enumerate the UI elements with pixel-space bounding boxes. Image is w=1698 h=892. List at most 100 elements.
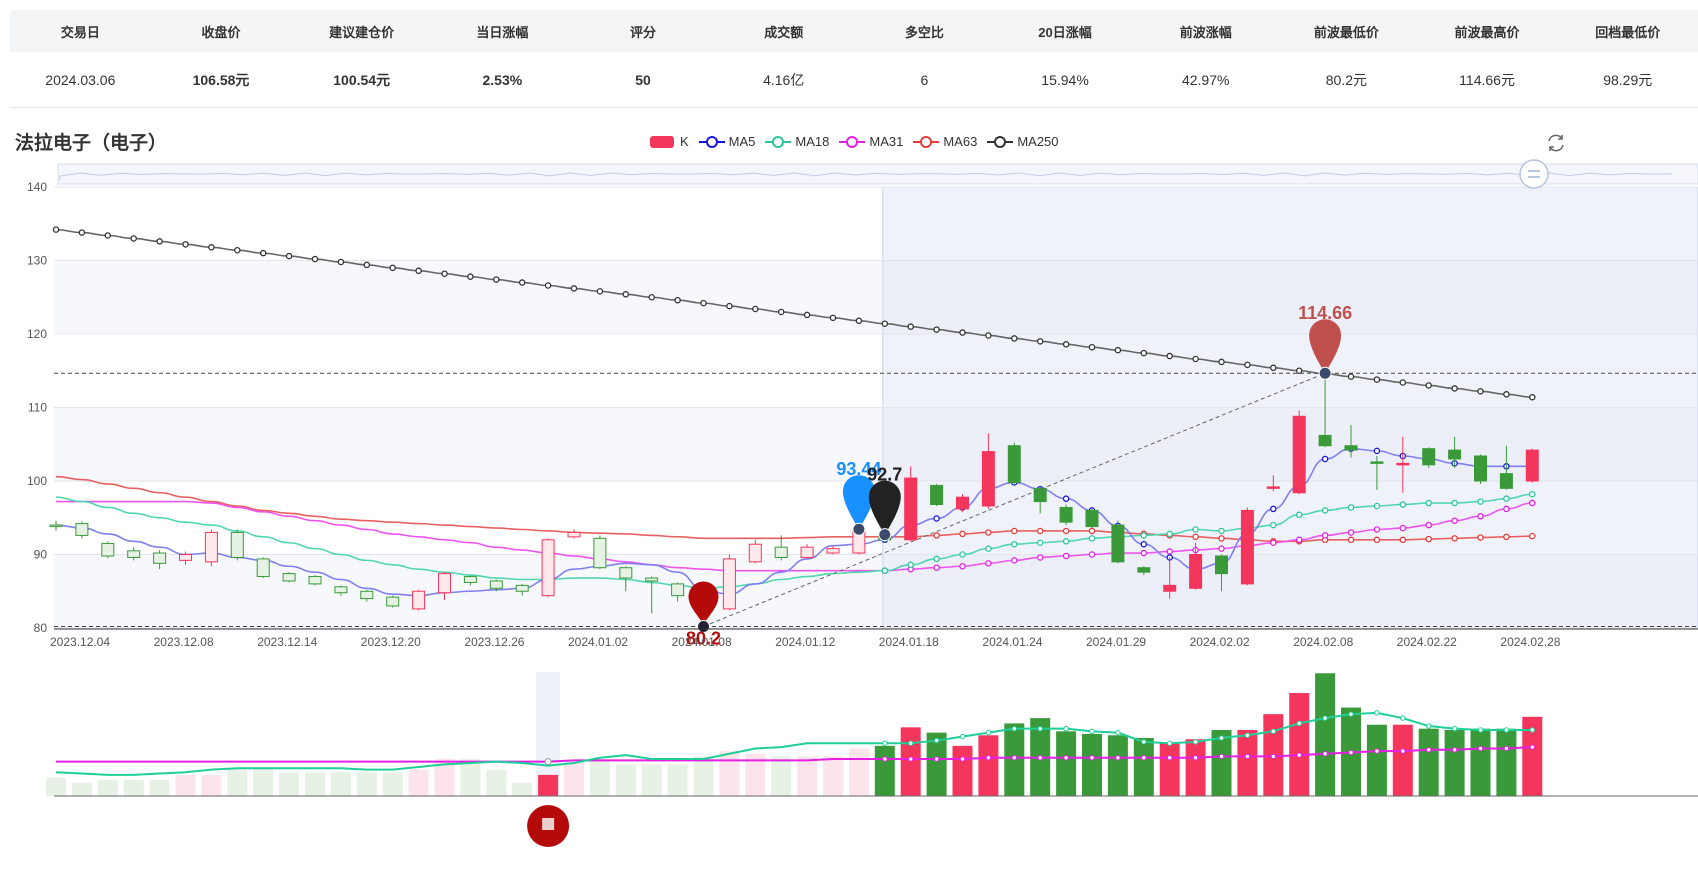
volume-ma-point (1141, 755, 1147, 761)
volume-ma-point (1270, 753, 1277, 760)
volume-bar (1444, 730, 1465, 796)
legend-item-ma18[interactable]: MA18 (765, 134, 829, 149)
candle-body (230, 531, 244, 558)
candle-body (75, 523, 89, 536)
ma5-point (1140, 540, 1148, 548)
price-marker: 92.7 (867, 465, 902, 542)
volume-ma-point (1244, 732, 1251, 738)
ma250-point (234, 246, 241, 254)
chart-title: 法拉电子（电子） (15, 133, 168, 154)
marker-dot (852, 522, 866, 536)
volume-bar (1056, 731, 1077, 796)
ma31-point (959, 563, 966, 570)
volume-marker-glyph (542, 818, 555, 830)
candle (412, 589, 426, 611)
ma18-point (1218, 527, 1225, 535)
volume-ma-point (1374, 710, 1380, 716)
candle (1422, 447, 1436, 468)
ma250-point (570, 285, 578, 292)
candle-body (1007, 445, 1021, 483)
volume-hover-dot (544, 758, 552, 766)
ma31-point (1140, 549, 1148, 557)
volume-ma-point (1451, 725, 1458, 732)
y-tick-label: 90 (34, 548, 48, 562)
volume-ma-point (1141, 739, 1147, 745)
ma63-point (1218, 535, 1225, 542)
ma250-point (648, 293, 655, 301)
legend-item-ma31[interactable]: MA31 (839, 134, 903, 149)
x-tick-label: 2024.01.29 (1086, 635, 1146, 649)
legend-item-k[interactable]: K (650, 134, 689, 149)
stats-header-cell: 收盘价 (201, 24, 241, 40)
ma250-point (881, 320, 889, 327)
candle (1163, 557, 1177, 599)
volume-ma-point (1477, 745, 1484, 752)
volume-ma-point (1451, 747, 1458, 753)
candle-body (1163, 584, 1177, 592)
stats-header-row: 交易日 收盘价 建议建仓价 当日涨幅 评分 成交额 多空比 20日涨幅 前波涨幅… (10, 10, 1698, 52)
volume-bar (279, 772, 300, 796)
ma18-point (959, 551, 966, 558)
ma31-point (1399, 524, 1407, 532)
ma250-point (544, 282, 552, 289)
stats-header-cell: 建议建仓价 (329, 24, 395, 40)
candle-body (1189, 554, 1203, 589)
stats-header-cell: 多空比 (904, 24, 944, 40)
ma250-point (959, 329, 966, 336)
candle-body (438, 573, 451, 594)
legend-label: MA18 (795, 134, 830, 149)
legend-label: MA250 (1017, 134, 1059, 149)
candle-body (256, 558, 270, 578)
candle-body (1525, 449, 1539, 482)
ma31-point (1218, 545, 1225, 552)
ma250-point (726, 302, 733, 310)
ma31-point (1321, 532, 1329, 539)
stats-header-cell: 前波涨幅 (1179, 24, 1232, 40)
candle (1240, 507, 1254, 586)
legend-item-ma5[interactable]: MA5 (698, 134, 755, 149)
ma250-point (493, 276, 500, 283)
ma31-point (1529, 499, 1536, 507)
refresh-icon[interactable] (1545, 132, 1567, 154)
ma250-point (208, 244, 215, 251)
candle-body (308, 576, 322, 585)
legend-label: MA63 (943, 134, 978, 149)
candle-body (127, 550, 141, 558)
volume-ma-point (1218, 753, 1225, 760)
volume-ma-point (1192, 739, 1199, 745)
y-tick-label: 100 (27, 474, 47, 488)
volume-bar (486, 769, 507, 796)
ma63-point (959, 530, 966, 538)
stats-header-cell: 评分 (630, 24, 657, 40)
legend-label: K (680, 134, 689, 149)
volume-bar (1522, 716, 1543, 796)
candle (826, 545, 840, 555)
stats-table: 交易日 收盘价 建议建仓价 当日涨幅 评分 成交额 多空比 20日涨幅 前波涨幅… (10, 10, 1698, 108)
candle (153, 550, 167, 570)
volume-bar (978, 735, 999, 796)
ma18-point (881, 567, 889, 574)
ma250-point (441, 270, 448, 277)
ma63-point (1192, 533, 1199, 541)
legend-item-ma63[interactable]: MA63 (913, 134, 977, 149)
grid-band (54, 407, 1698, 481)
stat-prev-wave-change: 42.97% (1181, 71, 1230, 88)
candle (722, 554, 736, 611)
candle (981, 433, 995, 509)
ma63-point (1425, 535, 1432, 543)
grid-band (54, 260, 1698, 334)
y-tick-label: 140 (27, 180, 47, 194)
ma250-point (985, 332, 992, 339)
legend-item-ma250[interactable]: MA250 (987, 134, 1059, 149)
volume-ma-point (908, 756, 914, 762)
candle (645, 576, 659, 614)
volume-bar (952, 745, 973, 796)
candle-body (1448, 449, 1462, 460)
volume-ma-point (985, 755, 992, 761)
ma18-point (985, 545, 992, 552)
volume-bar (1133, 737, 1154, 796)
candle (282, 572, 296, 583)
candle (671, 582, 685, 602)
price-marker: 93.44 (836, 459, 881, 536)
